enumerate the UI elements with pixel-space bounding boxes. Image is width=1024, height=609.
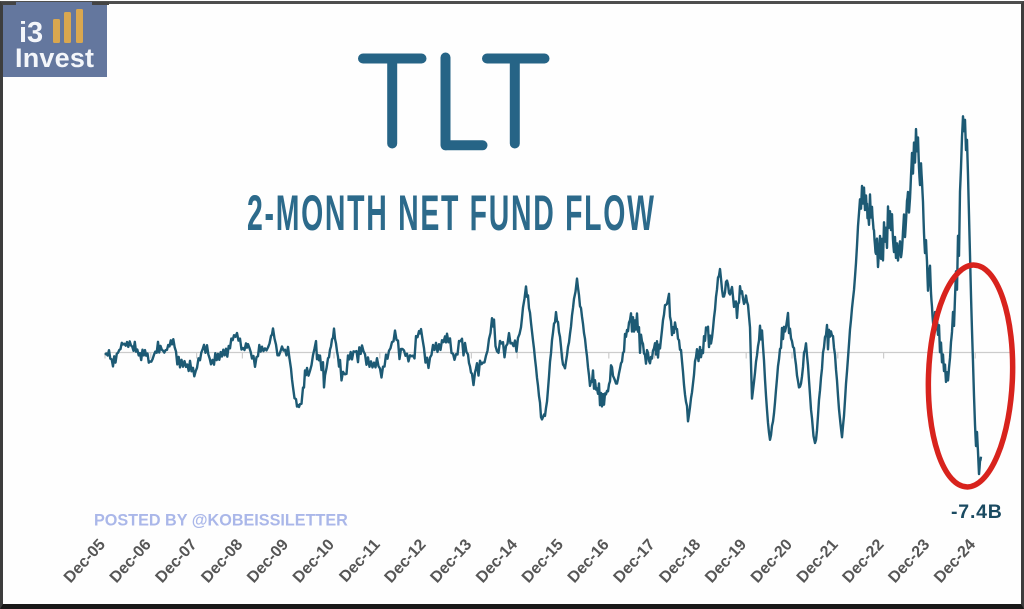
- svg-text:Dec-24: Dec-24: [931, 536, 979, 586]
- svg-text:2-MONTH NET FUND FLOW: 2-MONTH NET FUND FLOW: [247, 185, 656, 242]
- svg-text:Dec-11: Dec-11: [336, 536, 383, 586]
- svg-text:Dec-12: Dec-12: [382, 536, 430, 586]
- svg-text:Dec-06: Dec-06: [107, 536, 155, 586]
- svg-text:Dec-13: Dec-13: [427, 536, 475, 586]
- svg-text:Dec-21: Dec-21: [794, 536, 842, 586]
- svg-text:Dec-22: Dec-22: [840, 536, 888, 586]
- svg-text:Dec-08: Dec-08: [198, 536, 246, 586]
- svg-text:Dec-20: Dec-20: [748, 536, 796, 586]
- svg-text:Dec-17: Dec-17: [611, 536, 659, 586]
- svg-text:Dec-14: Dec-14: [473, 536, 521, 586]
- svg-text:Dec-23: Dec-23: [885, 536, 933, 586]
- svg-text:Dec-18: Dec-18: [656, 536, 704, 586]
- svg-text:Dec-09: Dec-09: [244, 536, 292, 586]
- svg-text:-7.4B: -7.4B: [951, 501, 1003, 523]
- svg-text:Dec-10: Dec-10: [290, 536, 338, 586]
- svg-text:Dec-05: Dec-05: [61, 536, 109, 586]
- svg-text:Dec-15: Dec-15: [519, 536, 567, 586]
- svg-text:Dec-16: Dec-16: [565, 536, 613, 586]
- svg-text:POSTED BY @KOBEISSILETTER: POSTED BY @KOBEISSILETTER: [94, 512, 348, 530]
- svg-text:Dec-07: Dec-07: [153, 536, 201, 586]
- svg-text:Dec-19: Dec-19: [702, 536, 750, 586]
